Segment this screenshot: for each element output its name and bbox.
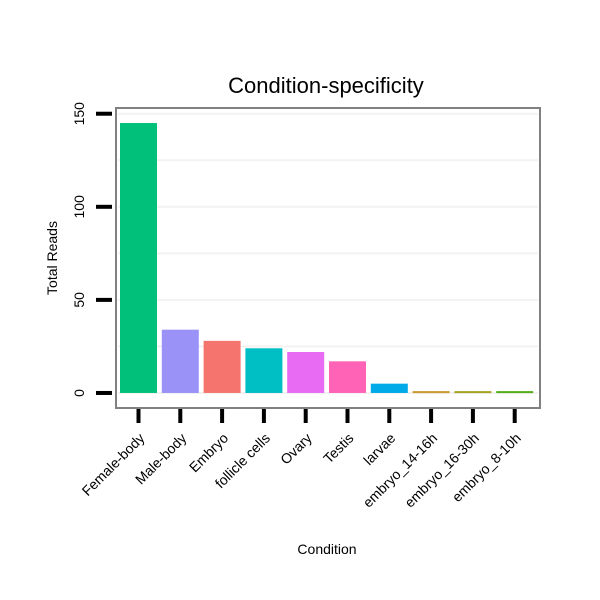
bar: [329, 361, 366, 393]
bar: [245, 348, 283, 393]
chart-title: Condition-specificity: [228, 73, 424, 98]
y-tick-label: 50: [71, 292, 87, 308]
bars: [120, 123, 534, 394]
y-tick-label: 150: [71, 102, 87, 126]
bar: [287, 352, 325, 393]
x-axis-label: Condition: [297, 541, 356, 557]
bar: [454, 391, 492, 394]
bar: [203, 340, 241, 393]
x-tick-label: embryo_16-30h: [401, 430, 482, 511]
x-tick-label: larvae: [360, 430, 398, 468]
y-axis: 0 50 100 150: [71, 102, 112, 397]
bar: [161, 329, 199, 393]
x-tick-label: Ovary: [277, 430, 315, 468]
y-tick-label: 100: [71, 195, 87, 219]
x-tick-label: Female-body: [79, 430, 148, 499]
x-tick-label: Testis: [320, 430, 357, 467]
bar: [120, 123, 157, 393]
bar: [370, 383, 408, 393]
x-tick-label: embryo_14-16h: [360, 430, 441, 511]
y-tick-label: 0: [71, 389, 87, 397]
y-axis-label: Total Reads: [44, 221, 60, 295]
bar: [496, 391, 534, 394]
bar: [412, 391, 450, 394]
